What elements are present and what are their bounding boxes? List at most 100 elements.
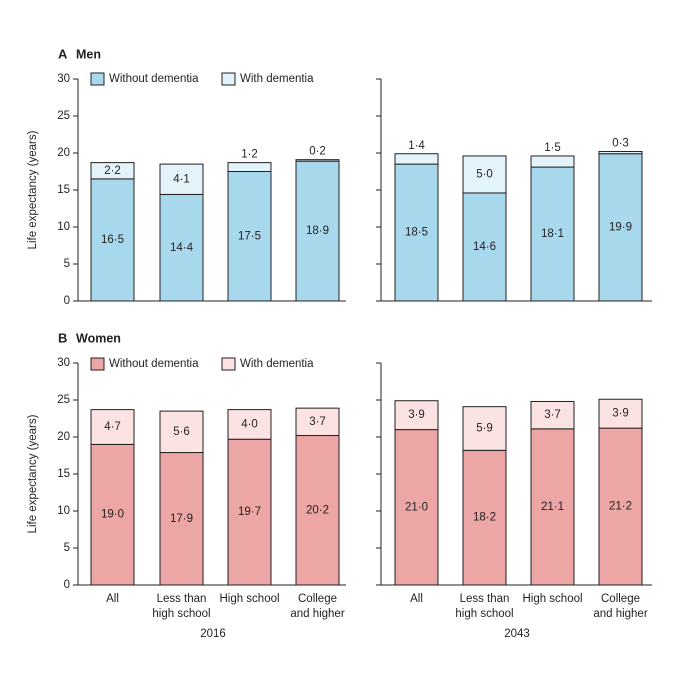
women-bar-with-dementia xyxy=(90,409,135,445)
men-panel-letter: A xyxy=(58,46,68,61)
women-label-without-dementia: 21·0 xyxy=(405,501,428,513)
women-label-with-dementia: 3·9 xyxy=(612,408,629,420)
men-label-without-dementia: 14·6 xyxy=(473,241,496,253)
men-bar-with-dementia xyxy=(530,155,575,168)
x-category-label: and higher xyxy=(290,608,345,620)
women-legend-label-with: With dementia xyxy=(240,358,314,370)
women-bar-without-dementia xyxy=(295,435,340,586)
women-label-with-dementia: 5·6 xyxy=(173,426,190,438)
women-y-axis-label: Life expectancy (years) xyxy=(27,414,39,533)
men-label-with-dementia: 5·0 xyxy=(476,168,493,180)
women-bar-with-dementia xyxy=(394,400,439,431)
women-legend-label-without: Without dementia xyxy=(109,358,199,370)
men-bar-with-dementia xyxy=(159,163,204,195)
men-y-tick-label: 5 xyxy=(64,258,70,270)
men-bar-without-dementia xyxy=(295,160,340,302)
men-legend-swatch-with xyxy=(221,72,236,86)
men-label-with-dementia: 2·2 xyxy=(104,165,121,177)
men-label-without-dementia: 14·4 xyxy=(170,242,194,254)
women-bar-with-dementia xyxy=(462,406,507,451)
men-panel-title: Men xyxy=(76,47,101,61)
men-bar-with-dementia xyxy=(394,153,439,165)
x-category-label: Less than xyxy=(460,593,510,605)
men-label-without-dementia: 17·5 xyxy=(238,230,261,242)
men-legend-label-without: Without dementia xyxy=(109,73,199,85)
women-y-tick-label: 20 xyxy=(57,431,70,443)
men-bar-without-dementia xyxy=(159,193,204,302)
women-bar-with-dementia xyxy=(530,400,575,430)
men-label-with-dementia: 1·5 xyxy=(544,142,561,154)
women-bar-with-dementia xyxy=(159,410,204,454)
x-category-label: College xyxy=(601,593,640,605)
men-y-tick-label: 25 xyxy=(57,110,70,122)
x-category-label: High school xyxy=(219,593,279,605)
men-label-without-dementia: 19·9 xyxy=(609,221,632,233)
men-label-with-dementia: 4·1 xyxy=(173,173,190,185)
men-label-without-dementia: 16·5 xyxy=(101,234,124,246)
women-bar-without-dementia xyxy=(90,443,135,586)
x-category-label: and higher xyxy=(593,608,648,620)
x-category-label: College xyxy=(298,593,337,605)
men-bar-without-dementia xyxy=(530,166,575,302)
men-label-without-dementia: 18·1 xyxy=(541,228,564,240)
women-bar-without-dementia xyxy=(530,428,575,586)
men-y-tick-label: 20 xyxy=(57,147,70,159)
women-label-with-dementia: 3·7 xyxy=(544,409,561,421)
women-y-tick-label: 15 xyxy=(57,468,70,480)
women-label-without-dementia: 20·2 xyxy=(306,504,329,516)
men-bar-without-dementia xyxy=(598,153,643,302)
men-label-with-dementia: 0·3 xyxy=(612,138,629,150)
men-bar-with-dementia xyxy=(295,159,340,162)
women-y-tick-label: 5 xyxy=(64,542,70,554)
men-label-with-dementia: 1·2 xyxy=(241,149,258,161)
men-label-without-dementia: 18·9 xyxy=(306,225,329,237)
women-label-with-dementia: 4·7 xyxy=(104,421,121,433)
women-bar-without-dementia xyxy=(598,427,643,586)
x-category-label: High school xyxy=(522,593,582,605)
women-label-without-dementia: 18·2 xyxy=(473,512,496,524)
men-label-with-dementia: 0·2 xyxy=(309,146,326,158)
women-label-with-dementia: 5·9 xyxy=(476,423,493,435)
men-y-tick-label: 15 xyxy=(57,184,70,196)
men-bar-without-dementia xyxy=(462,192,507,302)
year-label-2043: 2043 xyxy=(504,628,530,640)
women-label-without-dementia: 19·7 xyxy=(238,506,261,518)
women-label-with-dementia: 3·7 xyxy=(309,416,326,428)
women-label-without-dementia: 21·1 xyxy=(541,501,564,513)
women-y-tick-label: 30 xyxy=(57,357,70,369)
women-bar-without-dementia xyxy=(394,429,439,586)
men-legend-swatch-without xyxy=(90,72,105,86)
women-bar-with-dementia xyxy=(598,398,643,429)
year-label-2016: 2016 xyxy=(200,628,226,640)
men-y-tick-label: 0 xyxy=(64,295,70,307)
women-bar-without-dementia xyxy=(227,438,272,586)
men-y-tick-label: 30 xyxy=(57,73,70,85)
women-legend-swatch-without xyxy=(90,357,105,371)
women-y-tick-label: 25 xyxy=(57,394,70,406)
women-y-tick-label: 0 xyxy=(64,579,70,591)
men-bar-with-dementia xyxy=(598,151,643,155)
men-bar-with-dementia xyxy=(462,155,507,194)
women-bar-without-dementia xyxy=(462,449,507,586)
men-y-tick-label: 10 xyxy=(57,221,70,233)
women-y-tick-label: 10 xyxy=(57,505,70,517)
x-category-label: All xyxy=(410,593,423,605)
women-label-without-dementia: 19·0 xyxy=(101,509,124,521)
women-panel-letter: B xyxy=(58,330,67,345)
men-legend-label-with: With dementia xyxy=(240,73,314,85)
women-panel-title: Women xyxy=(76,331,121,345)
x-category-label: high school xyxy=(152,608,210,620)
men-label-without-dementia: 18·5 xyxy=(405,227,428,239)
women-legend-swatch-with xyxy=(221,357,236,371)
men-bar-with-dementia xyxy=(90,162,135,180)
women-bar-with-dementia xyxy=(227,409,272,440)
men-y-axis-label: Life expectancy (years) xyxy=(27,130,39,249)
x-category-label: Less than xyxy=(157,593,207,605)
x-category-label: high school xyxy=(455,608,513,620)
women-label-without-dementia: 17·9 xyxy=(170,513,193,525)
men-bar-with-dementia xyxy=(227,162,272,172)
x-category-label: All xyxy=(106,593,119,605)
women-bar-with-dementia xyxy=(295,407,340,437)
women-label-with-dementia: 4·0 xyxy=(241,418,258,430)
